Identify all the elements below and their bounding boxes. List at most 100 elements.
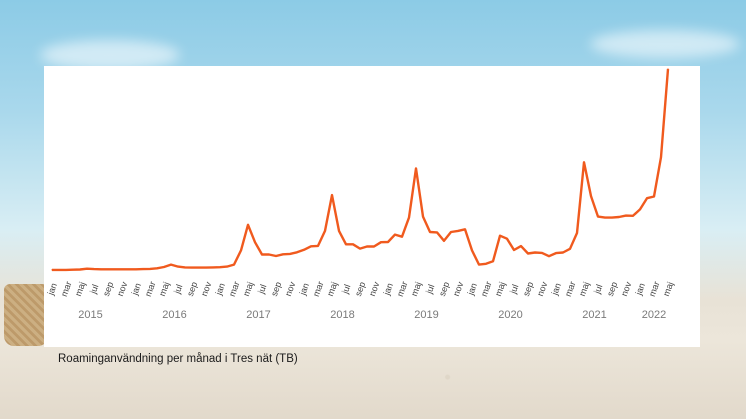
month-tick-label: mar (479, 280, 494, 298)
data-point (303, 249, 305, 251)
data-point (394, 234, 396, 236)
data-point (632, 215, 634, 217)
data-point (233, 263, 235, 266)
chart-panel: jan mar maj jul sep nov jan mar maj jul sep nov jan m… (44, 66, 700, 347)
month-tick-label: sep (521, 280, 535, 297)
data-point (576, 232, 578, 234)
data-point (289, 253, 291, 255)
month-tick-label: sep (101, 280, 115, 297)
data-point (359, 247, 361, 250)
month-tick-label: nov (283, 280, 298, 298)
month-tick-label: nov (535, 280, 550, 298)
data-point (415, 167, 417, 170)
data-point (331, 194, 333, 196)
data-point (317, 245, 319, 247)
month-tick-label: mar (59, 280, 74, 298)
month-tick-label: maj (493, 280, 507, 297)
data-point (121, 268, 123, 270)
month-tick-label: jul (592, 283, 605, 296)
data-point (429, 231, 431, 233)
data-point (373, 245, 375, 248)
month-tick-label: nov (115, 280, 130, 298)
data-point (422, 216, 424, 218)
data-point (520, 245, 522, 247)
month-tick-label: maj (577, 280, 591, 297)
data-point (254, 241, 256, 243)
data-point (163, 266, 165, 268)
data-point (625, 214, 627, 217)
data-point (492, 260, 494, 262)
data-point (646, 197, 648, 199)
year-tick-label: 2016 (162, 309, 186, 321)
month-tick-label: maj (325, 280, 339, 297)
data-point (611, 217, 613, 219)
month-tick-label: jul (424, 283, 437, 296)
year-tick-label: 2015 (78, 309, 102, 321)
data-point (345, 243, 347, 245)
data-point (205, 267, 207, 269)
month-tick-label: mar (311, 280, 326, 298)
month-tick-label: jul (256, 283, 269, 296)
cloud (590, 30, 740, 58)
data-point (149, 268, 151, 270)
data-point (65, 269, 67, 271)
data-point (457, 230, 459, 232)
month-tick-label: sep (437, 280, 451, 297)
data-point (177, 266, 179, 268)
data-point (212, 266, 214, 269)
month-tick-label: jan (381, 282, 395, 298)
month-tick-label: mar (395, 280, 410, 298)
month-tick-label: nov (367, 280, 382, 298)
data-point (604, 217, 606, 219)
year-tick-label: 2022 (642, 309, 666, 321)
month-tick-label: sep (269, 280, 283, 297)
data-point (352, 243, 354, 245)
month-tick-label: mar (227, 280, 242, 298)
data-point (184, 266, 186, 269)
data-point (597, 216, 599, 218)
data-point (198, 267, 200, 269)
data-point (51, 269, 53, 271)
data-point (142, 268, 144, 270)
data-point (555, 252, 557, 254)
data-point (156, 267, 158, 269)
data-point (72, 269, 74, 271)
month-tick-label: nov (619, 280, 634, 298)
month-tick-label: mar (563, 280, 578, 298)
data-point (653, 195, 655, 198)
month-tick-label: jan (297, 282, 311, 298)
data-point (380, 241, 382, 243)
data-point (93, 268, 95, 270)
month-tick-label: sep (353, 280, 367, 297)
data-point (191, 267, 193, 269)
roaming-line-chart: jan mar maj jul sep nov jan mar maj jul sep nov jan m… (45, 68, 675, 321)
data-point (58, 269, 60, 271)
data-point (443, 240, 445, 242)
data-point (170, 263, 172, 266)
data-point (226, 266, 228, 268)
series-line (52, 68, 670, 272)
data-point (387, 241, 389, 243)
data-point (408, 217, 410, 219)
month-tick-label: maj (241, 280, 255, 297)
data-point (639, 208, 641, 211)
data-point (107, 268, 109, 270)
month-tick-label: jul (508, 283, 521, 296)
month-tick-label: mar (143, 280, 158, 298)
month-tick-label: mar (647, 280, 662, 298)
data-point (240, 249, 242, 252)
month-tick-label: jan (129, 282, 143, 298)
month-tick-label: jul (340, 283, 353, 296)
month-tick-label: jul (172, 283, 185, 296)
data-point (324, 230, 326, 232)
year-tick-label: 2019 (414, 309, 438, 321)
data-point (310, 245, 312, 247)
month-tick-label: jan (213, 282, 227, 298)
month-tick-label: maj (73, 280, 87, 297)
data-point (135, 268, 137, 270)
data-point (338, 230, 340, 232)
beach-basket (4, 284, 48, 346)
data-point (548, 255, 550, 257)
data-point (114, 268, 116, 270)
data-point (583, 161, 585, 163)
